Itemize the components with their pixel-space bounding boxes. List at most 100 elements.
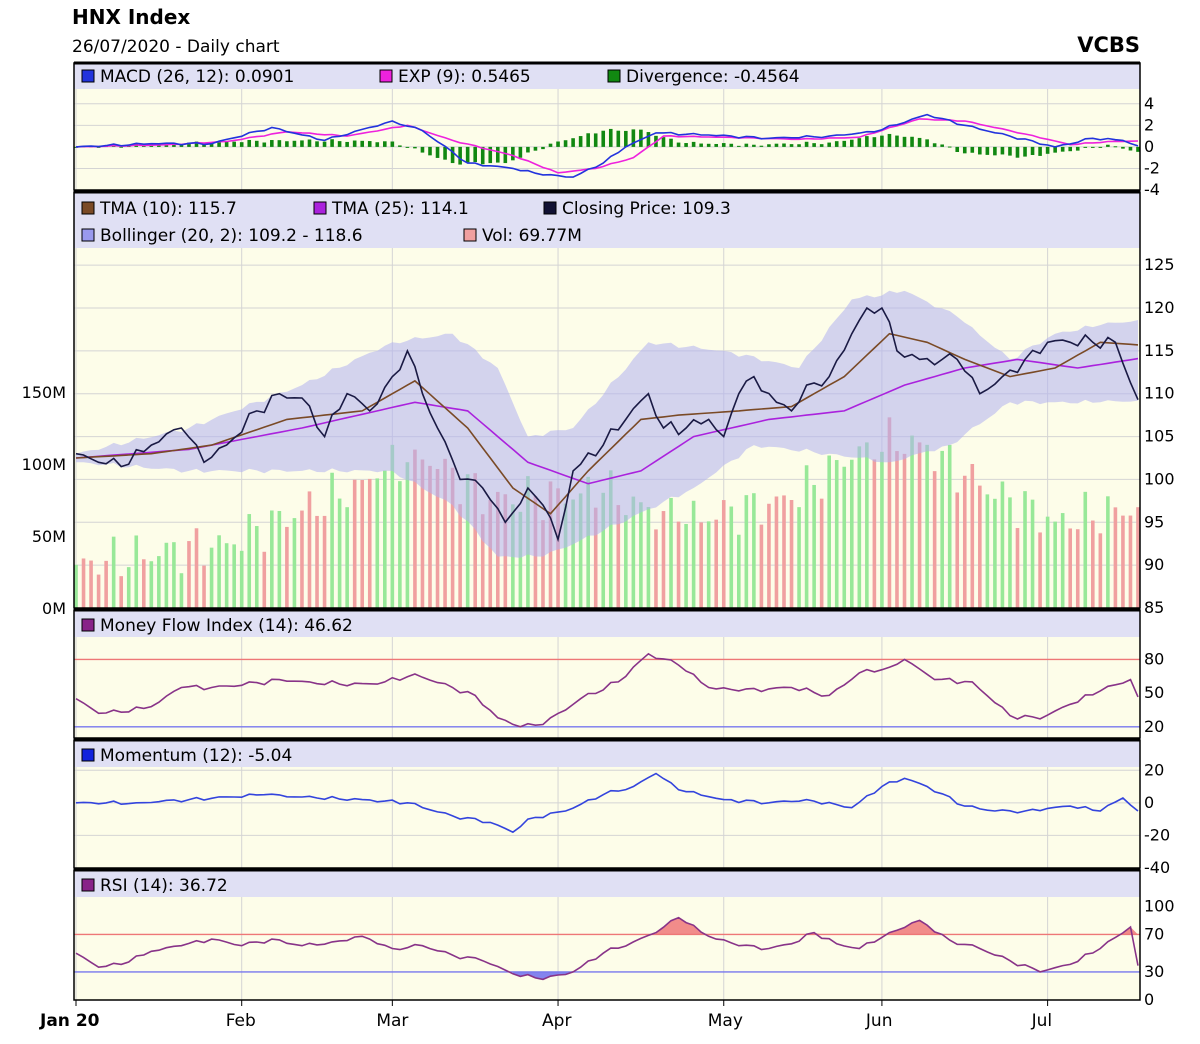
macd-legend-swatch-1 <box>379 69 393 83</box>
divergence-bar <box>865 136 869 147</box>
volume-bar <box>782 495 786 608</box>
divergence-bar <box>804 141 809 147</box>
divergence-bar <box>473 146 477 163</box>
volume-bar <box>970 464 975 608</box>
x-axis-label-1: Feb <box>226 1011 256 1031</box>
volume-tick-2: 100M <box>22 455 66 474</box>
divergence-bar <box>458 146 462 165</box>
macd-legend-swatch-0 <box>81 69 95 83</box>
divergence-bar <box>842 140 847 147</box>
macd-axis-tick-1: -2 <box>1144 158 1160 177</box>
volume-bar <box>157 556 161 608</box>
divergence-bar <box>465 146 470 163</box>
volume-bar <box>1000 481 1005 608</box>
divergence-bar <box>917 137 922 147</box>
volume-bar <box>563 503 568 608</box>
price-axis-tick-7: 120 <box>1144 298 1175 317</box>
x-axis-label-5: Jun <box>865 1011 893 1031</box>
volume-bar <box>345 507 349 608</box>
volume-bar <box>541 520 545 608</box>
volume-bar <box>887 417 892 608</box>
volume-bar <box>684 523 688 608</box>
volume-bar <box>654 529 658 608</box>
macd-axis-tick-3: 2 <box>1144 115 1154 134</box>
x-axis-label-6: Jul <box>1031 1011 1053 1031</box>
volume-bar <box>480 514 485 608</box>
divergence-bar <box>322 141 327 147</box>
momentum-axis-tick-1: -20 <box>1144 825 1170 844</box>
volume-bar <box>1091 520 1095 608</box>
volume-bar <box>352 479 357 608</box>
divergence-bar <box>706 143 711 147</box>
divergence-bar <box>691 141 696 147</box>
volume-bar <box>179 573 184 608</box>
divergence-bar <box>827 142 831 147</box>
rsi-axis-tick-1: 30 <box>1144 962 1164 981</box>
volume-bar <box>1113 507 1118 608</box>
volume-bar <box>849 459 854 608</box>
volume-bar <box>164 542 169 608</box>
momentum-panel-legend-band <box>74 740 1140 767</box>
x-axis-label-0: Jan 20 <box>39 1011 100 1031</box>
volume-bar <box>1121 515 1125 608</box>
volume-bar <box>1128 515 1133 608</box>
tma25-line <box>75 357 1139 485</box>
momentum-legend: Momentum (12): -5.04 <box>100 746 292 766</box>
volume-bar <box>187 541 191 608</box>
volume-bar <box>639 502 643 608</box>
divergence-bar <box>774 143 779 147</box>
volume-tick-0: 0M <box>42 599 66 618</box>
rsi-axis-tick-0: 0 <box>1144 990 1154 1009</box>
volume-bar <box>111 536 116 608</box>
mfi-line <box>75 652 1139 728</box>
volume-bar <box>895 451 899 608</box>
volume-bar <box>699 522 703 608</box>
divergence-bar <box>435 146 440 158</box>
divergence-bar <box>1091 146 1095 148</box>
divergence-bar <box>119 146 123 148</box>
divergence-bar <box>729 143 734 147</box>
volume-bar <box>81 558 86 608</box>
volume-bar <box>714 519 719 608</box>
volume-bar <box>586 476 590 608</box>
divergence-bar <box>345 141 349 147</box>
volume-bar <box>262 551 267 608</box>
volume-bar <box>330 472 334 608</box>
divergence-bar <box>767 144 771 147</box>
price-legend-swatch-2 <box>543 201 557 215</box>
mfi-axis-tick-1: 50 <box>1144 683 1164 702</box>
divergence-bar <box>962 146 967 154</box>
divergence-bar <box>172 143 176 147</box>
volume-bar <box>360 479 365 608</box>
volume-bar <box>89 560 93 608</box>
volume-bar <box>608 470 613 608</box>
volume-bar <box>96 574 101 608</box>
divergence-bar <box>428 146 432 156</box>
volume-bar <box>985 494 990 608</box>
volume-bar <box>435 469 440 608</box>
divergence-bar <box>398 145 402 147</box>
mfi-legend: Money Flow Index (14): 46.62 <box>100 616 353 636</box>
momentum-line <box>75 772 1139 834</box>
volume-bar <box>744 495 749 608</box>
volume-bar <box>518 511 523 608</box>
price-legend-swatch-1 <box>313 201 327 215</box>
rsi-panel-legend-band <box>74 870 1140 897</box>
volume-bar <box>1030 499 1035 608</box>
volume-bar <box>962 475 967 608</box>
momentum-axis-tick-2: 0 <box>1144 793 1154 812</box>
price-axis-tick-0: 85 <box>1144 598 1164 617</box>
divergence-bar <box>631 129 636 147</box>
macd-legend-2: Divergence: -0.4564 <box>626 67 800 87</box>
volume-bar <box>337 498 342 608</box>
rsi-line <box>75 916 1139 981</box>
volume-bar <box>759 524 764 608</box>
volume-bar <box>1038 532 1042 608</box>
volume-bar <box>571 499 575 608</box>
divergence-bar <box>179 144 184 147</box>
volume-bar <box>691 500 696 608</box>
volume-bar <box>624 515 628 608</box>
volume-bar <box>134 535 139 608</box>
divergence-bar <box>315 141 319 147</box>
